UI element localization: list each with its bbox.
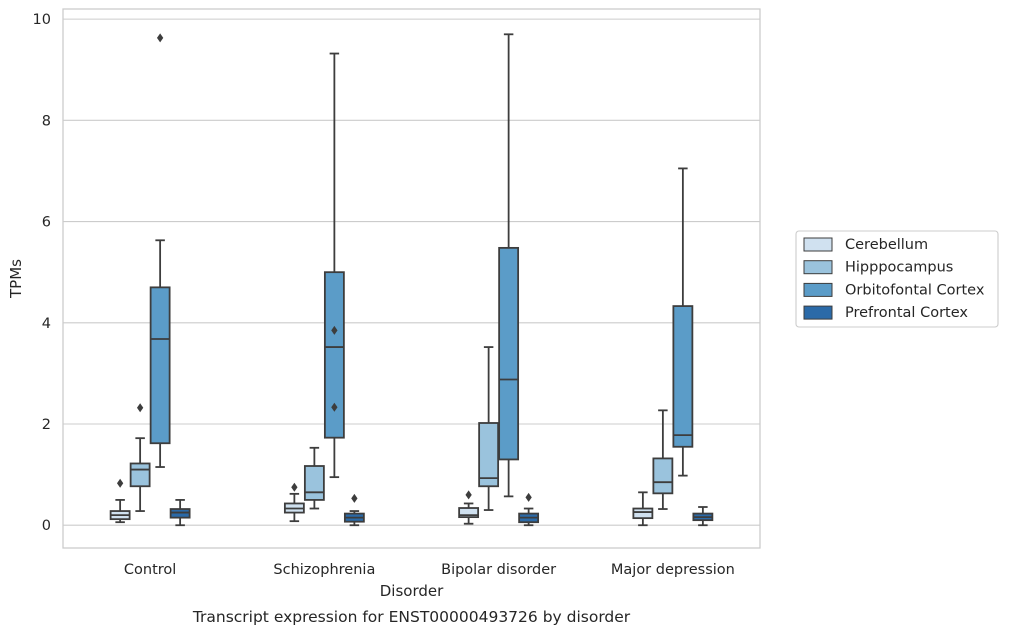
x-tick-label: Bipolar disorder <box>441 562 556 578</box>
legend-swatch <box>803 305 833 320</box>
y-axis-ticks: 0 2 4 6 8 10 <box>33 12 51 534</box>
y-tick-label: 10 <box>33 12 51 28</box>
box-group <box>109 478 131 524</box>
x-tick-label: Major depression <box>611 562 735 578</box>
boxes <box>109 33 714 527</box>
box-body <box>149 286 171 445</box>
y-tick-label: 0 <box>42 518 51 534</box>
outlier-point <box>156 33 164 43</box>
x-axis-label: Disorder <box>380 582 444 600</box>
box-group <box>672 167 694 477</box>
y-tick-label: 2 <box>42 417 51 433</box>
box-group <box>458 490 480 525</box>
box-body <box>478 422 500 488</box>
box-group <box>283 482 305 523</box>
legend-swatch <box>803 260 833 275</box>
chart-caption: Transcript expression for ENST0000049372… <box>192 608 631 626</box>
box-group <box>652 409 674 510</box>
y-tick-label: 8 <box>42 113 51 129</box>
box-body <box>498 246 520 461</box>
outlier-point <box>465 490 472 500</box>
box-group <box>343 493 365 527</box>
box-group <box>692 506 714 527</box>
y-tick-label: 6 <box>42 215 51 231</box>
x-tick-label: Schizophrenia <box>273 562 375 578</box>
y-tick-label: 4 <box>42 316 51 332</box>
outlier-point <box>291 482 298 492</box>
box-body <box>303 465 325 501</box>
box-group <box>303 446 325 510</box>
box-group <box>498 33 520 498</box>
outlier-point <box>331 402 338 412</box>
legend-label: Prefrontal Cortex <box>845 305 968 321</box>
outlier-point <box>331 325 338 335</box>
box-group <box>518 492 540 527</box>
x-tick-label: Control <box>124 562 176 578</box>
legend-frame <box>795 230 999 328</box>
y-axis-label: TPMs <box>7 259 25 299</box>
outlier-point <box>116 478 124 488</box>
box-body <box>129 462 151 488</box>
outlier-point <box>525 492 532 502</box>
legend: Cerebellum Hipppocampus Orbitofontal Corte… <box>795 230 999 328</box>
box-body <box>458 507 480 519</box>
box-group <box>323 52 345 479</box>
legend-label: Orbitofontal Cortex <box>845 282 985 298</box>
gridlines <box>63 18 760 526</box>
box-body <box>323 271 345 439</box>
plot-frame <box>62 8 761 549</box>
box-body <box>652 457 674 495</box>
box-body <box>632 507 654 520</box>
legend-swatch <box>803 237 833 252</box>
outlier-point <box>136 403 144 413</box>
box-group <box>149 33 171 468</box>
box-body <box>672 305 694 448</box>
legend-swatch <box>803 282 833 297</box>
legend-label: Hipppocampus <box>845 260 953 276</box>
box-group <box>169 499 191 527</box>
outlier-point <box>351 493 358 503</box>
box-group <box>478 346 500 511</box>
box-group <box>632 491 654 527</box>
box-group <box>129 403 151 512</box>
legend-label: Cerebellum <box>845 237 928 253</box>
x-axis-ticks: Control Schizophrenia Bipolar disorder Majo… <box>124 562 735 578</box>
